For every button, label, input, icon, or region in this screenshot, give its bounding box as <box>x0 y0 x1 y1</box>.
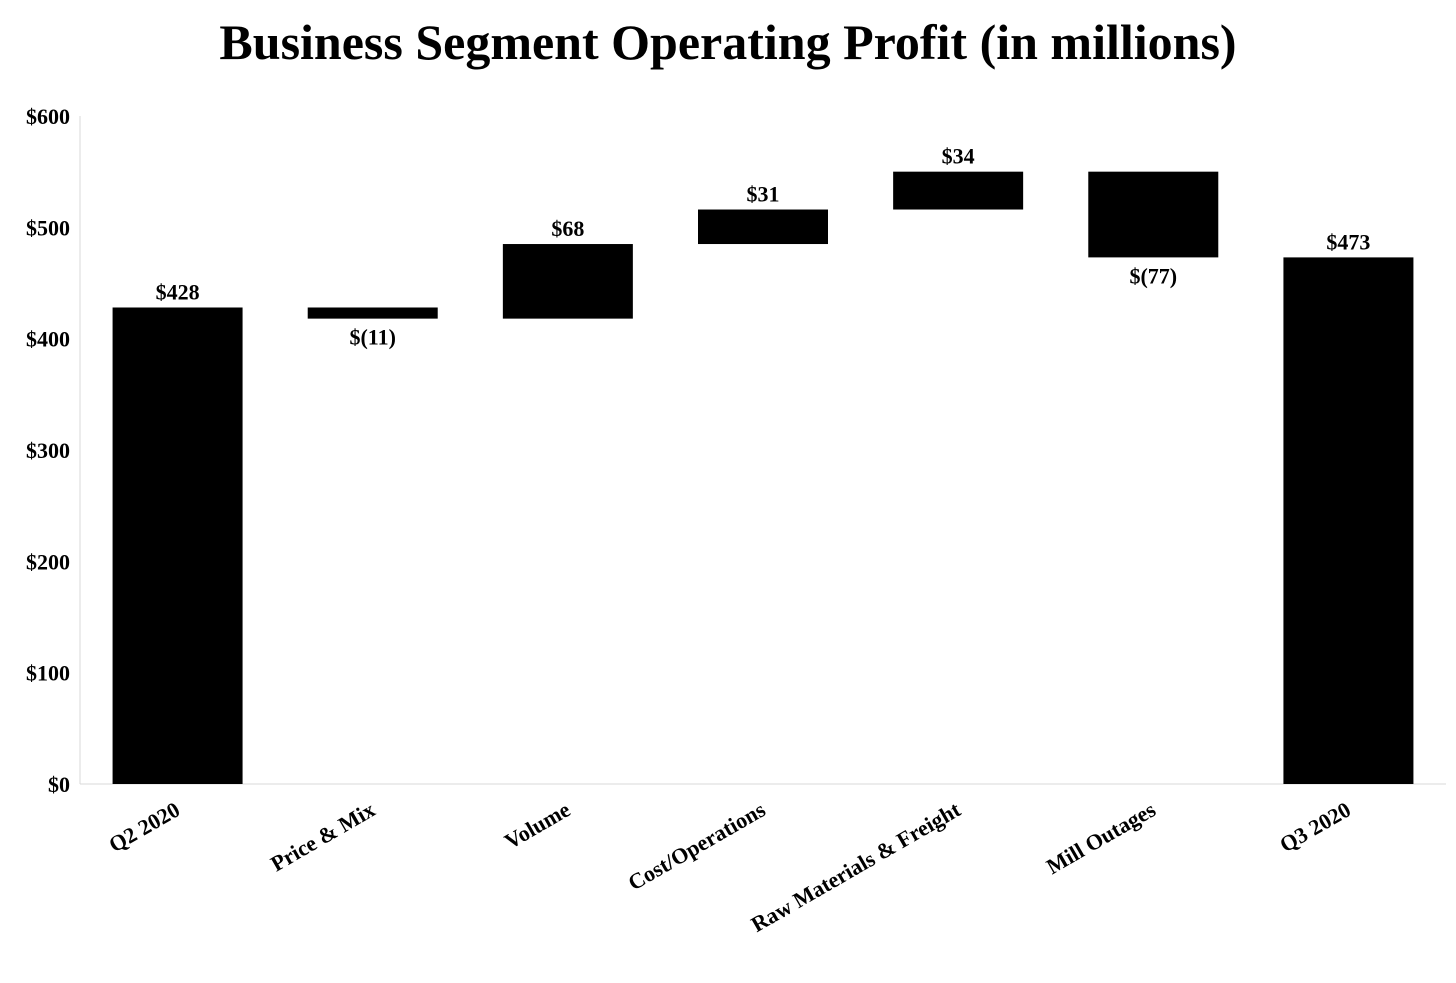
y-tick-label: $200 <box>26 549 70 574</box>
x-tick-label: Q3 2020 <box>1275 797 1355 857</box>
chart-title: Business Segment Operating Profit (in mi… <box>219 14 1237 70</box>
bar-cost-operations <box>698 209 828 245</box>
data-label: $(11) <box>349 325 395 350</box>
data-label: $31 <box>747 182 780 207</box>
data-label: $(77) <box>1129 263 1177 288</box>
y-tick-label: $0 <box>48 772 70 797</box>
bar-q2-2020 <box>112 307 243 784</box>
y-tick-label: $100 <box>26 661 70 686</box>
bar-price-mix <box>307 307 438 319</box>
axes <box>79 116 1446 785</box>
bar-mill-outages <box>1088 171 1219 258</box>
x-tick-label: Volume <box>500 797 574 854</box>
x-tick-label: Price & Mix <box>266 797 379 877</box>
bar-raw-materials-freight <box>893 171 1024 210</box>
data-labels: $428 $(11) $68 $31 $34 $(77) $473 <box>156 144 1371 350</box>
y-tick-label: $500 <box>26 215 70 240</box>
y-tick-label: $300 <box>26 438 70 463</box>
x-tick-label: Raw Materials & Freight <box>747 796 966 937</box>
data-label: $34 <box>942 144 975 169</box>
data-label: $68 <box>551 216 584 241</box>
x-tick-label: Q2 2020 <box>104 797 184 857</box>
bar-q3-2020 <box>1283 257 1414 785</box>
bar-volume <box>502 244 633 319</box>
data-label: $428 <box>156 279 200 304</box>
bars <box>112 171 1414 785</box>
x-axis-ticks: Q2 2020 Price & Mix Volume Cost/OperationsR… <box>104 796 1355 937</box>
y-axis-ticks: $0 $100 $200 $300 $400 $500 $600 <box>26 104 70 797</box>
x-tick-label: Mill Outages <box>1042 796 1160 879</box>
y-tick-label: $600 <box>26 104 70 129</box>
y-tick-label: $400 <box>26 327 70 352</box>
x-tick-label: Cost/Operations <box>624 796 770 895</box>
data-label: $473 <box>1326 229 1370 254</box>
